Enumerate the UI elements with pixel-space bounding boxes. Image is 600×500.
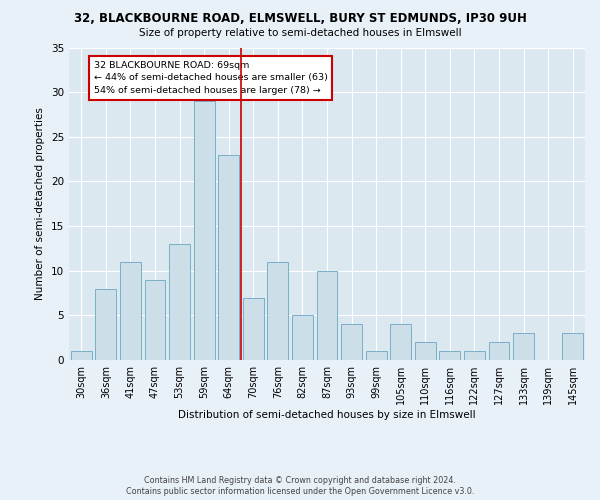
Bar: [145, 280, 166, 360]
Text: Contains public sector information licensed under the Open Government Licence v3: Contains public sector information licen…: [126, 488, 474, 496]
Bar: [439, 351, 460, 360]
Bar: [243, 298, 264, 360]
Bar: [71, 351, 92, 360]
Bar: [513, 333, 534, 360]
Bar: [415, 342, 436, 360]
Bar: [120, 262, 141, 360]
Text: Contains HM Land Registry data © Crown copyright and database right 2024.: Contains HM Land Registry data © Crown c…: [144, 476, 456, 485]
Bar: [292, 316, 313, 360]
X-axis label: Distribution of semi-detached houses by size in Elmswell: Distribution of semi-detached houses by …: [178, 410, 476, 420]
Bar: [464, 351, 485, 360]
Text: 32 BLACKBOURNE ROAD: 69sqm
← 44% of semi-detached houses are smaller (63)
54% of: 32 BLACKBOURNE ROAD: 69sqm ← 44% of semi…: [94, 61, 328, 95]
Bar: [218, 154, 239, 360]
Text: Size of property relative to semi-detached houses in Elmswell: Size of property relative to semi-detach…: [139, 28, 461, 38]
Bar: [488, 342, 509, 360]
Bar: [365, 351, 386, 360]
Bar: [194, 101, 215, 360]
Bar: [390, 324, 411, 360]
Text: 32, BLACKBOURNE ROAD, ELMSWELL, BURY ST EDMUNDS, IP30 9UH: 32, BLACKBOURNE ROAD, ELMSWELL, BURY ST …: [74, 12, 526, 26]
Bar: [268, 262, 289, 360]
Bar: [169, 244, 190, 360]
Bar: [562, 333, 583, 360]
Y-axis label: Number of semi-detached properties: Number of semi-detached properties: [35, 108, 46, 300]
Bar: [341, 324, 362, 360]
Bar: [317, 270, 337, 360]
Bar: [95, 288, 116, 360]
